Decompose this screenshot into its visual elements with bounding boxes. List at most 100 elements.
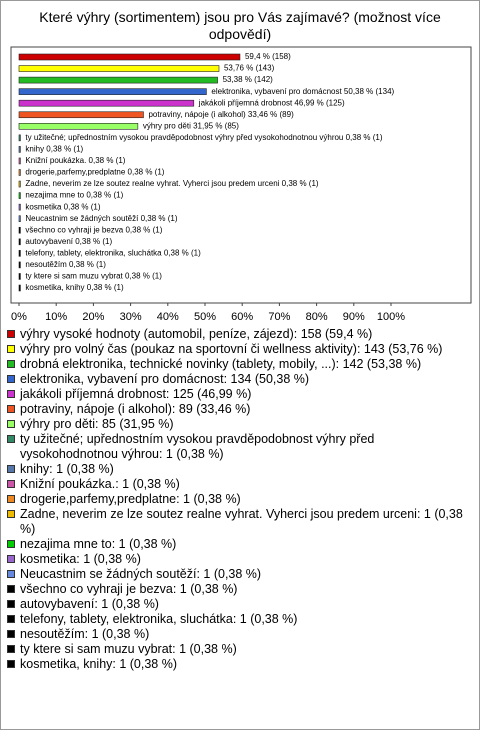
bar-label: všechno co vyhraji je bezva 0,38 % (1) [25, 225, 162, 234]
legend-label: autovybavení: 1 (0,38 %) [20, 597, 159, 611]
legend-item: drogerie,parfemy,predplatne: 1 (0,38 %) [7, 492, 469, 507]
legend-label: nezajima mne to: 1 (0,38 %) [20, 537, 177, 551]
bar [18, 180, 21, 188]
bar [18, 99, 195, 107]
legend-swatch [7, 330, 15, 338]
bar [18, 273, 21, 280]
legend-item: potraviny, nápoje (i alkohol): 89 (33,46… [7, 402, 469, 417]
bar [18, 192, 21, 199]
bar [18, 203, 21, 211]
legend-item: ty užitečné; upřednostním vysokou pravdě… [7, 432, 469, 462]
bar [18, 146, 21, 153]
legend-item: elektronika, vybavení pro domácnost: 134… [7, 372, 469, 387]
legend-swatch [7, 615, 15, 623]
bar-label: telefony, tablety, elektronika, sluchátk… [25, 248, 201, 257]
legend-swatch [7, 375, 15, 383]
legend-label: všechno co vyhraji je bezva: 1 (0,38 %) [20, 582, 238, 596]
x-tick-label: 90% [343, 311, 365, 323]
legend-swatch [7, 345, 15, 353]
bar [18, 53, 241, 61]
chart-title: Které výhry (sortimentem) jsou pro Vás z… [39, 9, 441, 42]
legend-swatch [7, 390, 15, 398]
legend-item: autovybavení: 1 (0,38 %) [7, 597, 469, 612]
bar-label: nezajima mne to 0,38 % (1) [25, 191, 123, 200]
legend-swatch [7, 540, 15, 548]
x-tick-label: 80% [306, 311, 328, 323]
legend-label: drogerie,parfemy,predplatne: 1 (0,38 %) [20, 492, 241, 506]
legend-swatch [7, 645, 15, 653]
bar [18, 226, 21, 234]
legend-item: jakákoli příjemná drobnost: 125 (46,99 %… [7, 387, 469, 402]
legend-label: výhry vysoké hodnoty (automobil, peníze,… [20, 327, 373, 341]
bar [18, 111, 144, 119]
bar [18, 250, 21, 257]
bar-label: Knižní poukázka. 0,38 % (1) [25, 156, 125, 165]
bar-label: kosmetika 0,38 % (1) [25, 202, 100, 211]
bar [18, 238, 21, 246]
legend-item: telefony, tablety, elektronika, sluchátk… [7, 612, 469, 627]
legend-label: Zadne, neverim ze lze soutez realne vyhr… [20, 507, 463, 536]
legend-swatch [7, 555, 15, 563]
legend-item: nesoutěžím: 1 (0,38 %) [7, 627, 469, 642]
bar-label: Zadne, neverim ze lze soutez realne vyhr… [25, 179, 319, 188]
bar [18, 76, 218, 84]
legend-swatch [7, 495, 15, 503]
legend-swatch [7, 420, 15, 428]
legend-item: ty ktere si sam muzu vybrat: 1 (0,38 %) [7, 642, 469, 657]
bar [18, 134, 21, 142]
legend-item: Neucastnim se žádných soutěží: 1 (0,38 %… [7, 567, 469, 582]
legend-swatch [7, 480, 15, 488]
legend-item: drobná elektronika, technické novinky (t… [7, 357, 469, 372]
x-tick-label: 60% [231, 311, 253, 323]
legend-label: jakákoli příjemná drobnost: 125 (46,99 %… [20, 387, 252, 401]
legend-item: kosmetika, knihy: 1 (0,38 %) [7, 657, 469, 672]
bar-label: výhry pro děti 31,95 % (85) [143, 121, 239, 130]
legend-label: ty užitečné; upřednostním vysokou pravdě… [20, 432, 375, 461]
legend-swatch [7, 585, 15, 593]
legend-label: ty ktere si sam muzu vybrat: 1 (0,38 %) [20, 642, 237, 656]
legend-label: drobná elektronika, technické novinky (t… [20, 357, 422, 371]
legend: výhry vysoké hodnoty (automobil, peníze,… [7, 327, 469, 672]
bar-label: elektronika, vybavení pro domácnost 50,3… [211, 87, 394, 96]
legend-swatch [7, 360, 15, 368]
legend-item: všechno co vyhraji je bezva: 1 (0,38 %) [7, 582, 469, 597]
bar-label: kosmetika, knihy 0,38 % (1) [25, 283, 124, 292]
bar-label: autovybavení 0,38 % (1) [25, 237, 112, 246]
x-tick-label: 50% [194, 311, 216, 323]
legend-item: kosmetika: 1 (0,38 %) [7, 552, 469, 567]
legend-swatch [7, 630, 15, 638]
legend-swatch [7, 405, 15, 413]
x-tick-label: 30% [120, 311, 142, 323]
legend-swatch [7, 570, 15, 578]
x-tick-label: 20% [82, 311, 104, 323]
legend-label: knihy: 1 (0,38 %) [20, 462, 114, 476]
bar-label: 53,38 % (142) [223, 75, 274, 84]
chart: 0% 10% 20% 30% 40% 50% 60% 70% 80% 90% 100% 59,4 % … [10, 46, 472, 323]
legend-item: knihy: 1 (0,38 %) [7, 462, 469, 477]
legend-swatch [7, 465, 15, 473]
bar-label: 59,4 % (158) [245, 52, 291, 61]
bar [18, 261, 21, 269]
bar-label: ty užitečné; upřednostním vysokou pravdě… [25, 133, 382, 142]
legend-label: výhry pro volný čas (poukaz na sportovní… [20, 342, 443, 356]
legend-label: nesoutěžím: 1 (0,38 %) [20, 627, 150, 641]
legend-item: výhry pro volný čas (poukaz na sportovní… [7, 342, 469, 357]
legend-label: výhry pro děti: 85 (31,95 %) [20, 417, 174, 431]
legend-label: elektronika, vybavení pro domácnost: 134… [20, 372, 310, 386]
x-tick-label: 40% [157, 311, 179, 323]
legend-label: potraviny, nápoje (i alkohol): 89 (33,46… [20, 402, 251, 416]
plot-frame [10, 46, 472, 304]
legend-swatch [7, 435, 15, 443]
bar [18, 215, 21, 222]
legend-swatch [7, 600, 15, 608]
legend-label: kosmetika: 1 (0,38 %) [20, 552, 141, 566]
bar-label: ty ktere si sam muzu vybrat 0,38 % (1) [25, 272, 162, 281]
bar-label: Neucastnim se žádných soutěží 0,38 % (1) [25, 214, 177, 223]
bar [18, 284, 21, 292]
legend-item: nezajima mne to: 1 (0,38 %) [7, 537, 469, 552]
bar-label: jakákoli příjemná drobnost 46,99 % (125) [198, 98, 345, 107]
legend-item: výhry vysoké hodnoty (automobil, peníze,… [7, 327, 469, 342]
legend-label: Neucastnim se žádných soutěží: 1 (0,38 %… [20, 567, 262, 581]
x-tick-label: 10% [45, 311, 67, 323]
